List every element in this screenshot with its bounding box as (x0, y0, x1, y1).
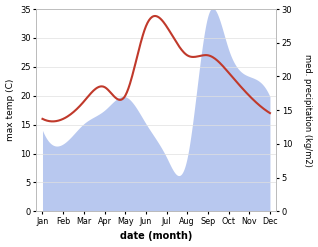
Y-axis label: med. precipitation (kg/m2): med. precipitation (kg/m2) (303, 54, 313, 167)
X-axis label: date (month): date (month) (120, 231, 192, 242)
Y-axis label: max temp (C): max temp (C) (5, 79, 15, 141)
